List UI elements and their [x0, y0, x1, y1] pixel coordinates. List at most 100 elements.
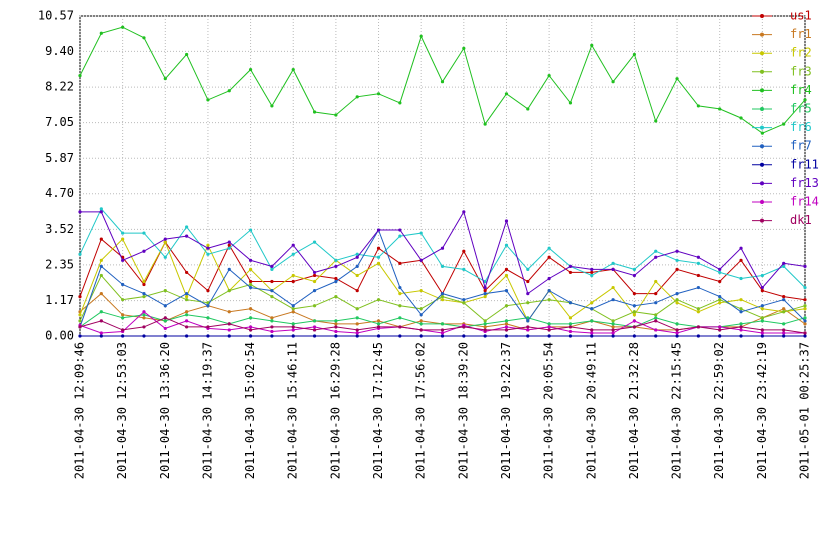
data-point: [78, 334, 82, 338]
data-point: [654, 316, 658, 320]
x-tick-label: 2011-04-30 22:15:45: [670, 342, 684, 479]
data-point: [654, 319, 658, 323]
data-point: [440, 331, 445, 335]
data-point: [483, 288, 487, 293]
data-point: [718, 295, 722, 299]
data-point: [803, 298, 807, 302]
data-point: [376, 246, 381, 250]
data-point: [163, 77, 167, 81]
legend-label: fr5: [790, 102, 812, 116]
data-point: [185, 310, 189, 314]
data-point: [675, 249, 679, 253]
data-point: [718, 267, 722, 271]
data-point: [739, 325, 743, 329]
y-tick-label: 8.22: [45, 80, 74, 94]
data-point: [121, 282, 125, 287]
data-point: [334, 322, 338, 326]
data-point: [696, 261, 700, 265]
data-point: [739, 307, 743, 311]
data-point: [611, 267, 615, 271]
data-point: [739, 298, 743, 302]
data-point: [142, 295, 146, 299]
data-point: [270, 104, 274, 108]
data-point: [782, 122, 786, 126]
data-point: [99, 334, 103, 338]
data-point: [248, 316, 253, 320]
data-point: [611, 322, 615, 326]
data-point: [270, 329, 274, 334]
data-point: [227, 246, 231, 250]
data-point: [504, 288, 509, 293]
data-point: [760, 273, 764, 278]
data-point: [611, 80, 615, 84]
y-tick-label: 9.40: [45, 44, 74, 58]
data-point: [568, 329, 573, 334]
data-point: [78, 319, 82, 323]
data-point: [611, 334, 615, 338]
data-point: [611, 319, 615, 323]
data-point: [99, 264, 103, 268]
data-point: [398, 101, 402, 105]
legend-label: fr11: [790, 157, 819, 171]
data-point: [675, 258, 679, 262]
data-point: [504, 273, 509, 278]
data-point: [270, 319, 274, 323]
x-tick-label: 2011-05-01 00:25:37: [798, 342, 812, 479]
data-point: [526, 107, 530, 111]
data-point: [462, 325, 466, 329]
data-point: [398, 285, 402, 290]
data-point: [99, 292, 103, 296]
data-point: [483, 279, 487, 284]
legend-marker: [760, 14, 764, 18]
data-point: [675, 334, 679, 338]
data-point: [248, 258, 253, 262]
data-point: [803, 285, 807, 290]
data-point: [803, 331, 807, 335]
data-point: [782, 331, 786, 335]
data-point: [419, 328, 423, 332]
data-point: [739, 246, 743, 250]
data-point: [632, 334, 637, 338]
data-point: [185, 234, 189, 238]
data-point: [419, 307, 423, 311]
data-point: [419, 313, 423, 317]
data-point: [632, 52, 637, 57]
data-point: [696, 285, 700, 290]
data-point: [462, 46, 466, 50]
data-point: [504, 325, 509, 329]
data-point: [334, 319, 338, 323]
data-point: [248, 285, 253, 290]
data-point: [398, 234, 402, 238]
legend-label: fr14: [790, 195, 819, 209]
data-point: [675, 298, 679, 302]
data-point: [78, 210, 82, 214]
data-point: [121, 231, 125, 235]
data-point: [312, 304, 317, 308]
data-point: [803, 264, 807, 268]
data-point: [675, 292, 679, 296]
legend-marker: [760, 69, 764, 74]
data-point: [334, 276, 338, 281]
data-point: [696, 273, 700, 278]
data-point: [440, 322, 445, 326]
data-point: [568, 264, 573, 268]
data-point: [121, 258, 125, 262]
data-point: [547, 328, 551, 332]
data-point: [206, 334, 210, 338]
data-point: [248, 67, 253, 72]
data-point: [312, 110, 317, 114]
data-point: [142, 249, 146, 253]
data-point: [206, 252, 210, 256]
data-point: [99, 210, 103, 214]
legend-label: fr1: [790, 27, 812, 41]
data-point: [398, 292, 402, 296]
data-point: [185, 298, 189, 302]
data-point: [163, 304, 167, 308]
data-point: [632, 310, 637, 314]
data-point: [121, 298, 125, 302]
legend-label: fr13: [790, 176, 819, 190]
data-point: [739, 328, 743, 332]
data-point: [611, 285, 615, 290]
legend-marker: [760, 51, 764, 56]
data-point: [547, 74, 551, 78]
